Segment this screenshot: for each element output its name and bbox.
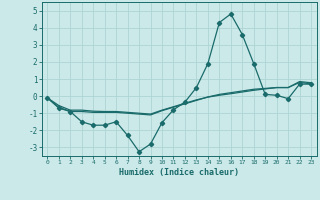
X-axis label: Humidex (Indice chaleur): Humidex (Indice chaleur) (119, 168, 239, 177)
